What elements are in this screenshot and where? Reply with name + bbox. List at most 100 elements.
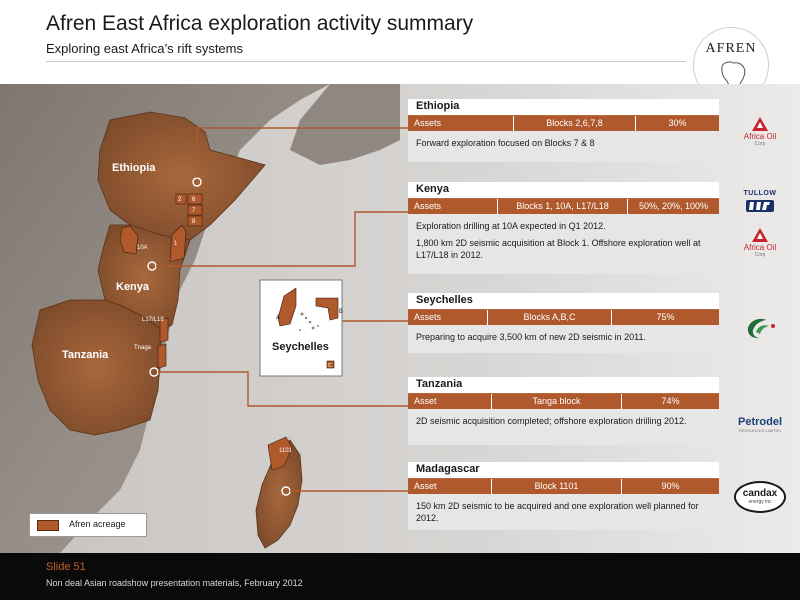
slide-subtitle: Exploring east Africa’s rift systems (46, 41, 243, 56)
assets-row: Assets Blocks A,B,C 75% (408, 310, 719, 325)
east-africa-map: 2 6 7 8 1 10A L17/L18 Tnaga 1101 Ethiopi… (0, 84, 800, 553)
ethiopia-territory (97, 111, 266, 241)
block-2-label: 2 (178, 197, 182, 203)
afren-logo-text: AFREN (705, 41, 757, 56)
assets-label: Asset (408, 479, 492, 494)
assets-label: Assets (408, 199, 498, 214)
candax-name: candax (742, 488, 778, 499)
panel-title: Seychelles (408, 293, 719, 310)
arabia-land (290, 84, 400, 165)
assets-row: Assets Blocks 2,6,7,8 30% (408, 116, 719, 131)
petrodel-name: Petrodel (737, 416, 782, 428)
map-legend: Afren acreage (29, 513, 147, 537)
block-1101-label: 1101 (279, 448, 293, 454)
block-1 (169, 224, 187, 263)
block-tanga-label: Tnaga (134, 345, 152, 351)
country-label-tanzania: Tanzania (62, 349, 109, 361)
block-8-label: 8 (192, 219, 196, 225)
connector-kenya (156, 211, 408, 267)
seychelles-inset-box (259, 279, 343, 377)
panel-body: Forward exploration focused on Blocks 7 … (408, 131, 719, 162)
seychelles-inset-title: Seychelles (272, 341, 329, 353)
assets-blocks: Blocks 2,6,7,8 (514, 116, 636, 131)
footer-caption: Non deal Asian roadshow presentation mat… (46, 578, 303, 588)
block-labels: 2 6 7 8 1 10A L17/L18 Tnaga 1101 (134, 197, 293, 454)
panel-title: Kenya (408, 182, 719, 199)
assets-blocks: Blocks A,B,C (488, 310, 612, 325)
assets-row: Asset Tanga block 74% (408, 394, 719, 409)
tanzania-territory (31, 299, 163, 436)
seychelles-inset: A B C Seychelles (259, 279, 343, 377)
slide-footer: Slide 51 Non deal Asian roadshow present… (0, 553, 800, 600)
afren-blocks (119, 193, 293, 471)
header-divider (46, 61, 686, 62)
assets-blocks: Blocks 1, 10A, L17/L18 (498, 199, 628, 214)
seychelles-block-a (277, 287, 297, 327)
panel-body: 150 km 2D seismic to be acquired and one… (408, 494, 719, 530)
africa-oil-name: Africa Oil (743, 132, 777, 141)
seychelles-block-c-label: C (328, 363, 332, 369)
assets-label: Assets (408, 310, 488, 325)
seychelles-block-c (326, 360, 335, 369)
tullow-logo: TULLOW (732, 190, 788, 220)
block-1-label: 1 (174, 241, 178, 247)
panel-text: Exploration drilling at 10A expected in … (416, 221, 606, 231)
panel-ethiopia: Ethiopia Assets Blocks 2,6,7,8 30% Forwa… (408, 99, 719, 162)
assets-interest: 30% (636, 116, 719, 131)
assets-label: Asset (408, 394, 492, 409)
africa-oil-name: Africa Oil (743, 243, 777, 252)
country-label-ethiopia: Ethiopia (112, 162, 156, 174)
seychelles-islets (299, 312, 319, 331)
panel-text: 2D seismic acquisition completed; offsho… (416, 416, 687, 426)
panel-title: Madagascar (408, 462, 719, 479)
slide-title: Afren East Africa exploration activity s… (46, 12, 474, 35)
seychelles-block-b (315, 297, 339, 321)
seychelles-block-b-label: B (339, 309, 343, 315)
assets-blocks: Block 1101 (492, 479, 622, 494)
slide-header: Afren East Africa exploration activity s… (0, 0, 800, 103)
assets-interest: 50%, 20%, 100% (628, 199, 719, 214)
panel-tanzania: Tanzania Asset Tanga block 74% 2D seismi… (408, 377, 719, 445)
petrodel-sub: RESOURCES LIMITED (738, 428, 782, 433)
slide-number: Slide 51 (46, 561, 86, 573)
tullow-oil-icon (746, 200, 774, 212)
panel-text: 150 km 2D seismic to be acquired and one… (416, 501, 699, 523)
assets-interest: 74% (622, 394, 719, 409)
legend-label: Afren acreage (69, 519, 126, 529)
leaf-swirl-icon (747, 318, 775, 339)
assets-row: Asset Block 1101 90% (408, 479, 719, 494)
block-7 (187, 204, 203, 216)
legend-swatch-afren-acreage (37, 520, 59, 531)
block-1101 (267, 436, 293, 471)
block-6-label: 6 (192, 197, 196, 203)
block-l17-l18 (159, 317, 169, 343)
africa-oil-logo-kenya: Africa Oil Corp (732, 227, 788, 263)
africa-oil-sub: Corp (754, 141, 766, 147)
panel-kenya: Kenya Assets Blocks 1, 10A, L17/L18 50%,… (408, 182, 719, 274)
country-label-kenya: Kenya (116, 281, 150, 293)
block-2 (175, 193, 187, 205)
panel-body: Preparing to acquire 3,500 km of new 2D … (408, 325, 719, 353)
candax-logo: candax energy inc (732, 481, 788, 517)
triangle-a-icon (752, 117, 768, 131)
assets-row: Assets Blocks 1, 10A, L17/L18 50%, 20%, … (408, 199, 719, 214)
block-10a (119, 225, 139, 255)
block-6 (187, 193, 203, 205)
panel-body: 2D seismic acquisition completed; offsho… (408, 409, 719, 445)
assets-interest: 90% (622, 479, 719, 494)
assets-label: Assets (408, 116, 514, 131)
candax-sub: energy inc (748, 499, 772, 505)
panel-text: Preparing to acquire 3,500 km of new 2D … (416, 332, 646, 342)
connector-tanzania (158, 371, 408, 407)
connector-lines (156, 127, 408, 492)
block-8 (187, 215, 203, 227)
triangle-a-icon (752, 228, 768, 242)
africa-oil-logo-ethiopia: Africa Oil Corp (732, 116, 788, 152)
panel-text: Forward exploration focused on Blocks 7 … (416, 138, 595, 148)
candax-oval: candax energy inc (734, 481, 786, 513)
tullow-name: TULLOW (743, 190, 777, 197)
assets-interest: 75% (612, 310, 719, 325)
block-l17-label: L17/L18 (142, 317, 164, 323)
block-tanga (157, 343, 167, 369)
seychelles-block-a-label: A (276, 315, 280, 321)
